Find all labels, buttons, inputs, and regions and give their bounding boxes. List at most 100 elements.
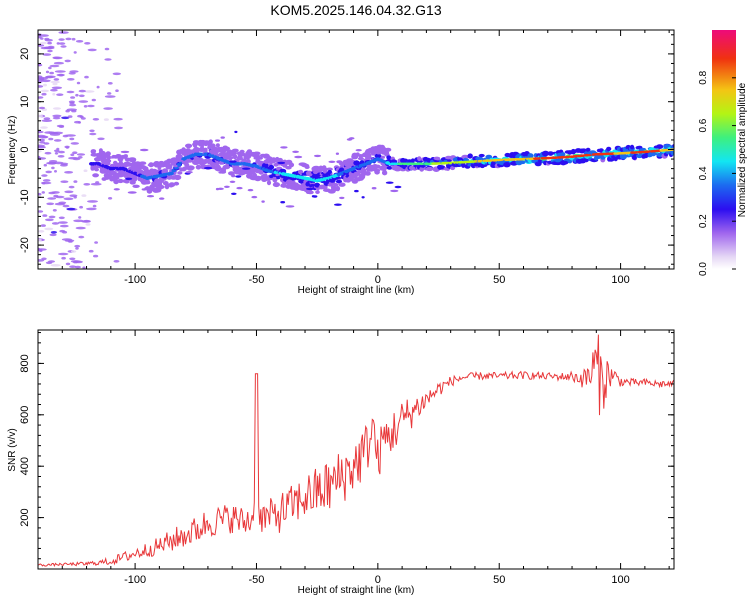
heatmap-noise-cell: [58, 216, 65, 220]
heatmap-noise-cell: [44, 131, 55, 134]
heatmap-noise-cell: [38, 259, 45, 262]
heatmap-noise-cell: [50, 264, 61, 267]
heatmap-noise-cell: [311, 195, 315, 198]
heatmap-cell: [406, 159, 413, 163]
heatmap-cell: [461, 162, 466, 168]
heatmap-noise-cell: [54, 70, 66, 73]
heatmap-cell: [417, 156, 422, 162]
snr-panel: -100 -50 0 50 100 200 400 600 800 Height of stra…: [7, 329, 675, 596]
heatmap-noise-cell: [69, 137, 75, 141]
snr-ytick-label: 600: [19, 406, 31, 424]
heatmap-noise-cell: [38, 85, 44, 88]
heatmap-noise-cell: [280, 201, 286, 204]
heatmap-noise-cell: [112, 72, 122, 76]
heatmap-noise-cell: [44, 227, 54, 231]
heatmap-noise-cell: [38, 96, 44, 99]
heatmap-noise-cell: [58, 31, 69, 34]
heatmap-noise-cell: [236, 186, 243, 190]
heatmap-cell: [272, 182, 280, 188]
heatmap-noise-cell: [49, 233, 57, 237]
heatmap-noise-cell: [67, 115, 73, 118]
heatmap-noise-cell: [84, 90, 95, 93]
heatmap-cell: [105, 151, 111, 157]
heatmap-noise-cell: [107, 82, 113, 85]
heatmap-cell: [335, 185, 341, 192]
heatmap-noise-cell: [75, 40, 84, 43]
heatmap-noise-cell: [48, 191, 56, 195]
heatmap-noise-cell: [67, 78, 75, 81]
heatmap-noise-cell: [159, 197, 165, 200]
heatmap-cell: [288, 162, 295, 168]
heatmap-noise-cell: [51, 86, 63, 90]
heatmap-noise-cell: [71, 37, 76, 41]
heatmap-cell: [258, 156, 264, 160]
heatmap-noise-cell: [43, 142, 50, 145]
heatmap-noise-cell: [38, 35, 42, 39]
heatmap-noise-cell: [53, 61, 64, 65]
heatmap-noise-cell: [87, 104, 95, 108]
heatmap-noise-cell: [38, 144, 45, 148]
heatmap-noise-cell: [44, 151, 52, 155]
heatmap-noise-cell: [113, 260, 120, 263]
heatmap-noise-cell: [42, 53, 52, 56]
heatmap-noise-cell: [215, 139, 220, 142]
colorbar: 0.0 0.2 0.4 0.6 0.8 Normalized spectral ampl…: [698, 30, 748, 276]
heatmap-noise-cell: [275, 173, 280, 177]
heatmap-cell: [239, 150, 245, 154]
heatmap-noise-cell: [42, 214, 48, 217]
heatmap-noise-cell: [56, 147, 60, 151]
heatmap-noise-cell: [73, 180, 78, 183]
heatmap-noise-cell: [78, 235, 85, 239]
heatmap-noise-cell: [108, 197, 113, 200]
heatmap-noise-cell: [40, 41, 47, 45]
spectrogram-xlabel: Height of straight line (km): [298, 285, 415, 296]
heatmap-noise-cell: [40, 224, 46, 227]
heatmap-noise-cell: [355, 149, 362, 152]
heatmap-noise-cell: [38, 63, 43, 67]
heatmap-cell: [355, 152, 360, 157]
heatmap-noise-cell: [38, 150, 42, 153]
heatmap-noise-cell: [41, 92, 47, 96]
colorbar-tick-label: 0.8: [698, 70, 709, 84]
heatmap-noise-cell: [84, 75, 89, 79]
heatmap-noise-cell: [390, 189, 399, 193]
spectrogram-xtick-label: -100: [124, 274, 146, 286]
heatmap-noise-cell: [247, 188, 254, 192]
heatmap-noise-cell: [45, 218, 54, 222]
spectrogram-ylabel: Frequency (Hz): [7, 116, 18, 185]
heatmap-noise-cell: [48, 260, 55, 263]
heatmap-cell: [511, 160, 517, 165]
heatmap-noise-cell: [96, 85, 100, 89]
heatmap-noise-cell: [294, 155, 303, 159]
heatmap-noise-cell: [43, 46, 53, 50]
snr-xtick-label: 100: [611, 574, 629, 586]
heatmap-noise-cell: [229, 180, 236, 183]
heatmap-noise-cell: [114, 126, 123, 130]
heatmap-cell: [547, 152, 553, 156]
spectrogram-ytick-label: -20: [19, 237, 31, 253]
heatmap-noise-cell: [68, 156, 79, 160]
heatmap-noise-cell: [371, 187, 377, 190]
heatmap-noise-cell: [76, 81, 81, 85]
heatmap-noise-cell: [292, 150, 299, 153]
heatmap-noise-cell: [39, 138, 45, 142]
heatmap-noise-cell: [139, 148, 149, 152]
heatmap-noise-cell: [58, 38, 65, 41]
heatmap-cell: [606, 146, 612, 151]
heatmap-noise-cell: [78, 100, 89, 103]
snr-xtick-label: 0: [375, 574, 381, 586]
heatmap-noise-cell: [54, 170, 57, 173]
heatmap-noise-cell: [185, 171, 193, 174]
heatmap-noise-cell: [174, 164, 178, 168]
heatmap-cell: [173, 181, 180, 186]
heatmap-noise-cell: [49, 71, 54, 75]
heatmap-noise-cell: [348, 137, 355, 140]
heatmap-cell: [117, 178, 124, 184]
heatmap-cell: [192, 143, 198, 148]
heatmap-cell: [385, 151, 390, 155]
snr-xlabel: Height of straight line (km): [298, 585, 415, 596]
heatmap-noise-cell: [53, 107, 61, 110]
heatmap-noise-cell: [38, 106, 46, 110]
heatmap-cell: [142, 166, 149, 171]
